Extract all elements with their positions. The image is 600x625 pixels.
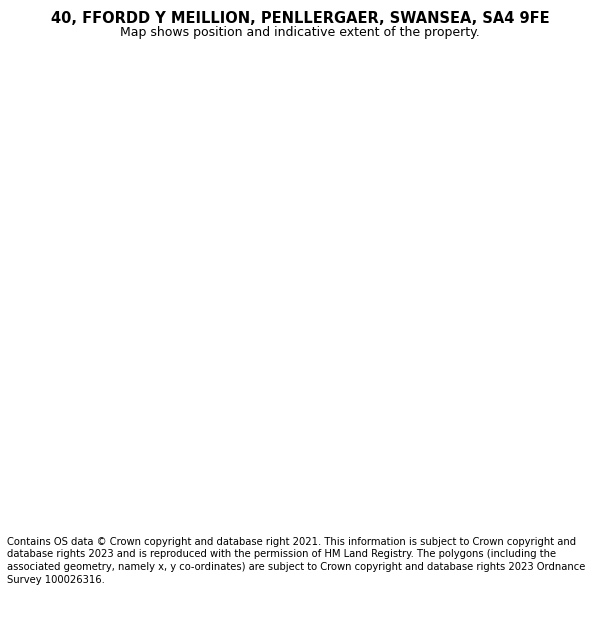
Text: Contains OS data © Crown copyright and database right 2021. This information is : Contains OS data © Crown copyright and d… bbox=[7, 537, 586, 585]
Text: 40, FFORDD Y MEILLION, PENLLERGAER, SWANSEA, SA4 9FE: 40, FFORDD Y MEILLION, PENLLERGAER, SWAN… bbox=[50, 11, 550, 26]
Text: Map shows position and indicative extent of the property.: Map shows position and indicative extent… bbox=[120, 26, 480, 39]
